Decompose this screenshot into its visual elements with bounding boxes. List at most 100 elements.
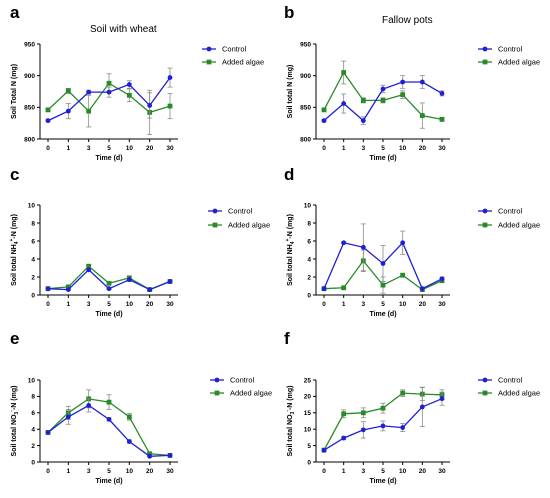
x-tick-label: 3 <box>87 301 91 308</box>
x-tick-label: 3 <box>362 468 366 475</box>
x-tick-label: 10 <box>399 145 407 152</box>
y-tick-label: 6 <box>31 238 35 245</box>
legend-marker <box>482 390 488 396</box>
data-point <box>106 399 112 405</box>
legend-label: Control <box>230 376 255 385</box>
data-point <box>321 107 327 113</box>
data-point <box>106 80 112 86</box>
data-point <box>341 285 347 291</box>
panel-c: c 0 2 4 6 8 10 0 1 3 5 10 20 30 Time (d) Soil total NH4… <box>9 165 270 318</box>
legend-marker <box>482 59 488 65</box>
data-point <box>380 423 386 429</box>
data-point <box>400 390 406 396</box>
data-point <box>380 405 386 411</box>
x-tick-label: 10 <box>399 301 407 308</box>
data-point <box>419 79 425 85</box>
y-tick-label: 15 <box>304 410 312 417</box>
y-tick-label: 10 <box>304 427 312 434</box>
data-point <box>126 439 132 444</box>
data-point <box>341 435 347 441</box>
legend: Control Added algae <box>208 207 270 230</box>
x-tick-label: 10 <box>126 468 134 475</box>
y-tick-label: 850 <box>24 105 35 112</box>
data-point <box>86 108 92 114</box>
x-tick-label: 30 <box>438 145 446 152</box>
data-point <box>65 287 71 292</box>
x-tick-label: 0 <box>322 301 326 308</box>
data-point <box>360 410 366 416</box>
data-point <box>147 287 153 292</box>
y-tick-label: 950 <box>300 41 311 48</box>
data-point <box>65 284 71 290</box>
panel-letter: d <box>284 165 294 184</box>
y-axis-title: Soil Total N (mg) <box>11 64 18 119</box>
panel-title: Fallow pots <box>382 15 433 26</box>
data-point <box>106 286 112 292</box>
series-control <box>321 386 445 453</box>
legend: Control Added algae <box>210 376 272 398</box>
y-tick-label: 2 <box>31 274 35 281</box>
data-point <box>106 89 112 95</box>
data-point <box>65 88 71 94</box>
y-tick-label: 4 <box>307 256 311 263</box>
x-tick-label: 20 <box>419 145 427 152</box>
data-point <box>126 414 132 420</box>
legend-marker <box>482 222 488 228</box>
legend-label: Added algae <box>222 58 264 67</box>
legend-marker <box>482 377 488 383</box>
y-tick-label: 6 <box>31 410 35 417</box>
series-control <box>45 267 173 292</box>
data-point <box>86 403 92 408</box>
x-tick-label: 1 <box>342 468 346 475</box>
y-tick-label: 8 <box>307 220 311 227</box>
x-tick-label: 30 <box>438 468 446 475</box>
series-added-algae <box>321 387 445 453</box>
data-point <box>400 92 406 98</box>
legend-marker <box>212 208 218 214</box>
x-tick-label: 5 <box>107 301 111 308</box>
legend-marker <box>482 208 488 214</box>
legend-marker <box>214 377 220 383</box>
x-tick-label: 3 <box>362 301 366 308</box>
legend-marker <box>206 59 212 65</box>
data-point <box>167 279 173 284</box>
y-tick-label: 900 <box>300 73 311 80</box>
x-tick-label: 0 <box>46 145 50 152</box>
data-point <box>419 404 425 410</box>
data-point <box>126 92 132 98</box>
y-tick-label: 2 <box>31 443 35 450</box>
y-axis-title: Soil total NO3--N (mg) <box>9 386 20 457</box>
x-tick-label: 0 <box>322 145 326 152</box>
data-point <box>321 118 327 124</box>
x-tick-label: 20 <box>146 468 154 475</box>
data-point <box>65 108 71 114</box>
panel-letter: a <box>10 3 20 22</box>
x-tick-label: 5 <box>107 145 111 152</box>
x-tick-label: 30 <box>166 468 174 475</box>
data-point <box>380 97 386 103</box>
x-axis-title: Time (d) <box>369 155 396 162</box>
data-point <box>400 272 406 278</box>
y-tick-label: 20 <box>304 394 312 401</box>
series-line <box>323 71 443 121</box>
x-tick-label: 3 <box>87 468 91 475</box>
panel-b: b Fallow pots 800 850 900 950 0 1 3 5 10 20 30 Time (… <box>284 3 540 162</box>
data-point <box>419 286 425 292</box>
data-point <box>380 86 386 92</box>
data-point <box>341 411 347 417</box>
x-tick-label: 30 <box>166 145 174 152</box>
y-tick-label: 4 <box>31 427 35 434</box>
x-tick-label: 1 <box>67 145 71 152</box>
legend-label: Control <box>222 45 247 54</box>
y-axis-title: Soil total NO3--N (mg) <box>285 386 296 457</box>
legend: Control Added algae <box>478 45 540 67</box>
x-tick-label: 30 <box>438 301 446 308</box>
legend-label: Control <box>498 45 523 54</box>
x-tick-label: 1 <box>342 145 346 152</box>
legend-marker <box>206 46 212 52</box>
x-tick-label: 20 <box>419 468 427 475</box>
x-axis-title: Time (d) <box>369 478 396 485</box>
y-tick-label: 0 <box>31 459 35 466</box>
y-tick-label: 8 <box>31 394 35 401</box>
